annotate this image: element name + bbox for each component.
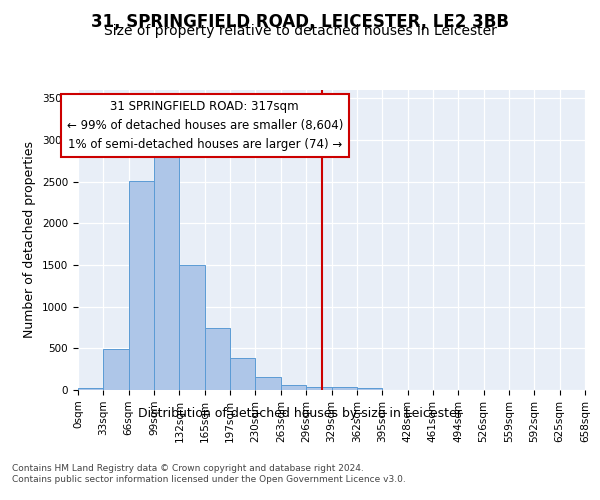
Bar: [357, 388, 382, 390]
Bar: [306, 386, 331, 390]
Bar: [103, 349, 128, 390]
Bar: [205, 328, 230, 390]
Bar: [154, 155, 179, 390]
Y-axis label: Number of detached properties: Number of detached properties: [23, 142, 37, 338]
Bar: [128, 181, 154, 390]
Text: Distribution of detached houses by size in Leicester: Distribution of detached houses by size …: [138, 408, 462, 420]
Text: Size of property relative to detached houses in Leicester: Size of property relative to detached ho…: [104, 24, 496, 38]
Bar: [256, 377, 281, 390]
Bar: [331, 386, 357, 390]
Text: 31, SPRINGFIELD ROAD, LEICESTER, LE2 3BB: 31, SPRINGFIELD ROAD, LEICESTER, LE2 3BB: [91, 12, 509, 30]
Bar: [281, 384, 306, 390]
Bar: [179, 265, 205, 390]
Text: 31 SPRINGFIELD ROAD: 317sqm
← 99% of detached houses are smaller (8,604)
1% of s: 31 SPRINGFIELD ROAD: 317sqm ← 99% of det…: [67, 100, 343, 151]
Text: Contains public sector information licensed under the Open Government Licence v3: Contains public sector information licen…: [12, 475, 406, 484]
Bar: [230, 358, 256, 390]
Bar: [78, 388, 103, 390]
Text: Contains HM Land Registry data © Crown copyright and database right 2024.: Contains HM Land Registry data © Crown c…: [12, 464, 364, 473]
